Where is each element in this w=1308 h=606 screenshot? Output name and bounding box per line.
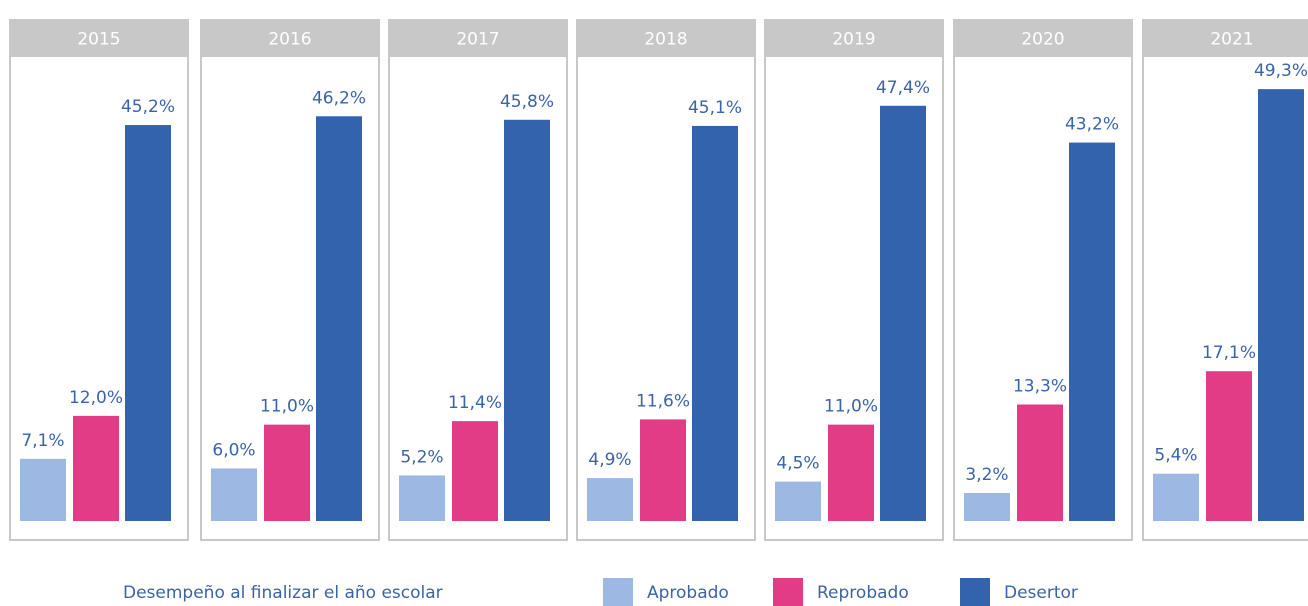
data-label: 46,2% — [312, 88, 366, 108]
panel-header — [201, 20, 379, 57]
bar — [316, 116, 362, 522]
data-label: 45,2% — [121, 97, 175, 117]
panel-header — [389, 20, 567, 57]
data-label: 45,1% — [688, 98, 742, 118]
panel-header — [577, 20, 755, 57]
panel-title: 2017 — [456, 30, 499, 50]
bar — [1017, 404, 1063, 521]
panel-header — [1143, 20, 1308, 57]
bar — [640, 419, 686, 521]
bar — [504, 119, 550, 522]
data-label: 4,9% — [588, 450, 631, 470]
legend-label: Desertor — [1004, 583, 1078, 603]
data-label: 3,2% — [965, 465, 1008, 485]
bar — [399, 475, 445, 521]
panel-title: 2020 — [1021, 30, 1064, 50]
data-label: 12,0% — [69, 388, 123, 408]
panel-title: 2021 — [1210, 30, 1253, 50]
panel-title: 2016 — [268, 30, 311, 50]
data-label: 5,4% — [1154, 446, 1197, 466]
panel-header — [10, 20, 188, 57]
data-label: 7,1% — [21, 431, 64, 451]
data-label: 11,4% — [448, 393, 502, 413]
bar — [828, 424, 874, 521]
legend-swatch — [603, 578, 633, 606]
bar — [1153, 473, 1199, 521]
panel-title: 2018 — [644, 30, 687, 50]
bar — [964, 492, 1010, 521]
bar — [20, 458, 66, 521]
data-label: 47,4% — [876, 78, 930, 98]
bar — [211, 468, 257, 521]
panel-header — [954, 20, 1132, 57]
data-label: 4,5% — [776, 454, 819, 474]
legend-title: Desempeño al finalizar el año escolar — [123, 583, 443, 603]
data-label: 49,3% — [1254, 61, 1308, 81]
bar — [775, 481, 821, 521]
data-label: 11,6% — [636, 391, 690, 411]
legend-swatch — [773, 578, 803, 606]
data-label: 17,1% — [1202, 343, 1256, 363]
panel-header — [765, 20, 943, 57]
bar — [125, 125, 171, 521]
data-label: 43,2% — [1065, 115, 1119, 135]
legend-label: Aprobado — [647, 583, 729, 603]
data-label: 6,0% — [212, 440, 255, 460]
bar — [264, 424, 310, 521]
data-label: 11,0% — [824, 397, 878, 417]
panel-title: 2019 — [832, 30, 875, 50]
data-label: 5,2% — [400, 447, 443, 467]
bar — [1206, 371, 1252, 521]
data-label: 11,0% — [260, 397, 314, 417]
panel-title: 2015 — [77, 30, 120, 50]
data-label: 13,3% — [1013, 376, 1067, 396]
legend-label: Reprobado — [817, 583, 909, 603]
bar — [1069, 142, 1115, 521]
bar — [880, 105, 926, 521]
bar — [452, 421, 498, 521]
data-label: 45,8% — [500, 92, 554, 112]
bar — [587, 478, 633, 521]
bar — [73, 415, 119, 521]
bar — [1258, 89, 1304, 521]
legend-swatch — [960, 578, 990, 606]
bar — [692, 125, 738, 521]
